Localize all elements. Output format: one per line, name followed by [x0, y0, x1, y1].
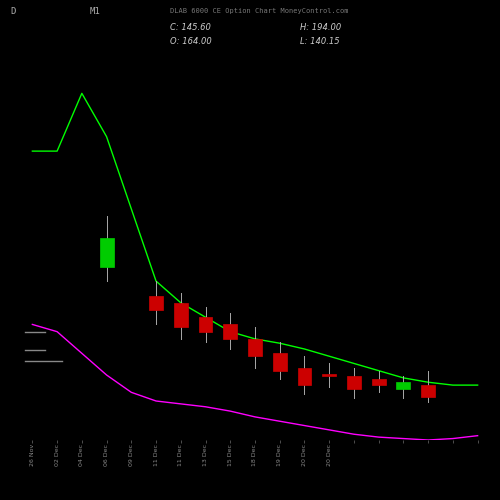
Bar — [198, 317, 212, 332]
Bar — [224, 324, 237, 339]
Bar — [372, 380, 386, 385]
Bar — [100, 238, 114, 266]
Bar — [174, 303, 188, 328]
Bar — [322, 374, 336, 376]
Bar — [273, 354, 286, 370]
Bar — [421, 385, 435, 396]
Bar — [347, 376, 361, 390]
Text: DLAB 6000 CE Option Chart MoneyControl.com: DLAB 6000 CE Option Chart MoneyControl.c… — [170, 8, 348, 14]
Text: M1: M1 — [90, 8, 101, 16]
Text: L: 140.15: L: 140.15 — [300, 38, 340, 46]
Text: C: 145.60: C: 145.60 — [170, 22, 211, 32]
Bar — [298, 368, 312, 385]
Bar — [396, 382, 410, 390]
Bar — [248, 339, 262, 356]
Text: O: 164.00: O: 164.00 — [170, 38, 212, 46]
Text: H: 194.00: H: 194.00 — [300, 22, 341, 32]
Text: D: D — [10, 8, 16, 16]
Bar — [149, 296, 163, 310]
